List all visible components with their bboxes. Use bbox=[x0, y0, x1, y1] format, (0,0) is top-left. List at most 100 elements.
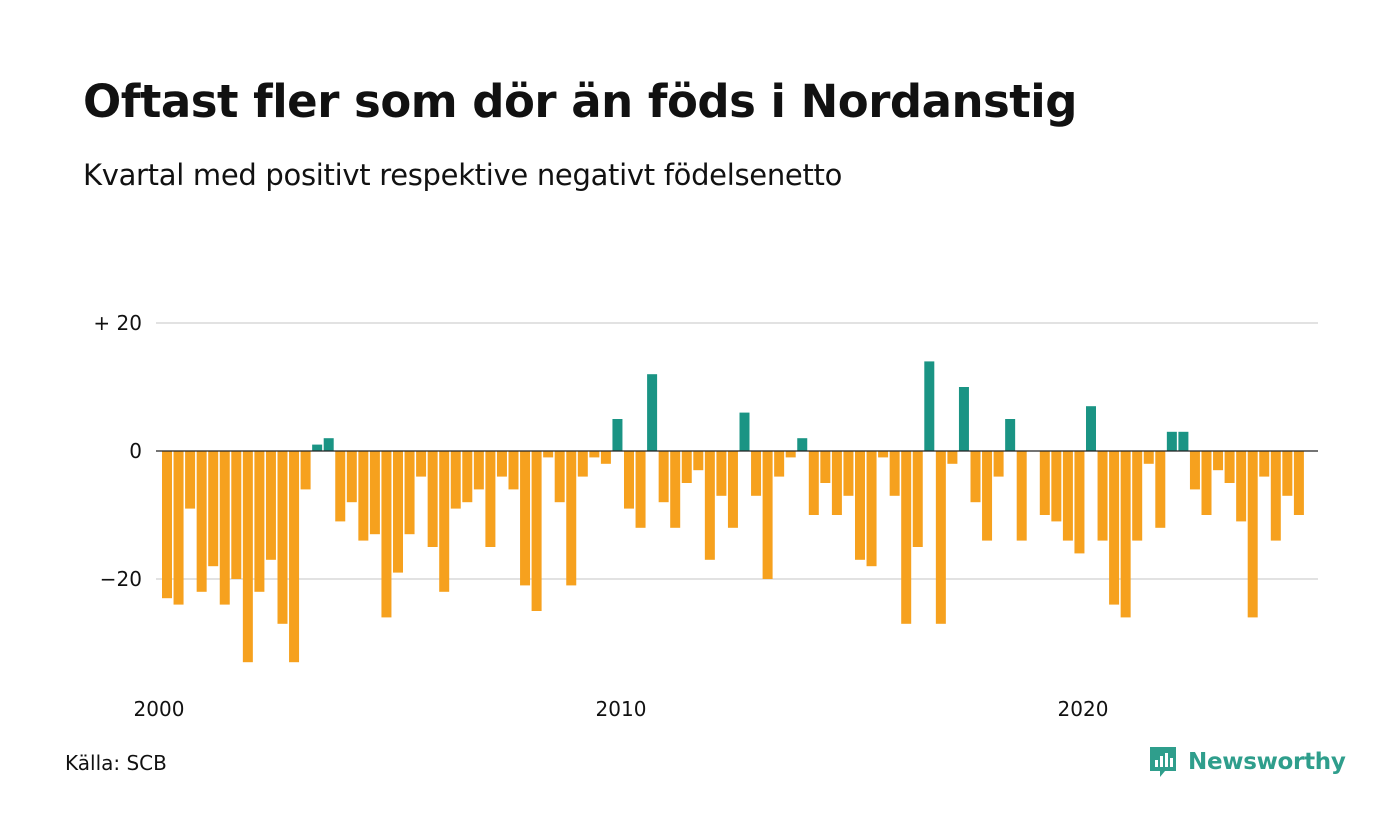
bar bbox=[727, 451, 738, 528]
bar bbox=[1005, 419, 1016, 451]
chart-title: Oftast fler som dör än föds i Nordanstig bbox=[83, 75, 1077, 128]
newsworthy-logo-icon bbox=[1150, 747, 1176, 777]
bar bbox=[751, 451, 762, 496]
bar bbox=[982, 451, 993, 541]
bar bbox=[1201, 451, 1212, 515]
bar bbox=[496, 451, 507, 477]
bar bbox=[1051, 451, 1062, 522]
bar bbox=[600, 451, 611, 464]
bar bbox=[300, 451, 311, 490]
bar bbox=[393, 451, 403, 573]
newsworthy-logo[interactable]: Newsworthy bbox=[1148, 744, 1346, 780]
bar bbox=[774, 451, 785, 477]
bar bbox=[242, 451, 253, 663]
bar bbox=[958, 387, 969, 451]
y-tick-label: 0 bbox=[129, 439, 142, 463]
bar bbox=[866, 451, 877, 567]
bar bbox=[1086, 406, 1096, 451]
bar bbox=[416, 451, 427, 477]
bar bbox=[1247, 451, 1258, 618]
bar bbox=[1109, 451, 1120, 605]
bar bbox=[993, 451, 1004, 477]
bar bbox=[912, 451, 923, 547]
bar bbox=[520, 451, 531, 586]
bar bbox=[1120, 451, 1131, 618]
bar bbox=[935, 451, 946, 624]
bar bbox=[358, 451, 369, 541]
bar bbox=[681, 451, 692, 483]
bar bbox=[369, 451, 380, 535]
x-tick-label: 2010 bbox=[596, 697, 647, 721]
bar bbox=[231, 451, 242, 579]
bar bbox=[335, 451, 346, 522]
bar bbox=[947, 451, 958, 464]
bar bbox=[1143, 451, 1154, 464]
bar bbox=[554, 451, 565, 503]
bar bbox=[647, 374, 658, 451]
bar bbox=[185, 451, 196, 509]
axis-labels: + 20 0 −20 2000 2010 2020 bbox=[93, 311, 1108, 721]
bar bbox=[1178, 431, 1189, 451]
bar bbox=[739, 412, 750, 451]
bar bbox=[219, 451, 230, 605]
bar bbox=[1236, 451, 1247, 522]
bar bbox=[265, 451, 276, 560]
bar bbox=[624, 451, 634, 509]
bar bbox=[762, 451, 773, 579]
bar bbox=[1293, 451, 1304, 515]
bar bbox=[808, 451, 819, 515]
bar bbox=[878, 451, 889, 458]
bar bbox=[693, 451, 704, 471]
bar bbox=[670, 451, 681, 528]
bar bbox=[173, 451, 184, 605]
bar bbox=[1213, 451, 1224, 471]
bar bbox=[901, 451, 912, 624]
y-tick-label: −20 bbox=[100, 567, 142, 591]
bar bbox=[196, 451, 207, 592]
bar bbox=[1062, 451, 1073, 541]
bar bbox=[970, 451, 981, 503]
bar bbox=[289, 451, 300, 663]
bar bbox=[381, 451, 392, 618]
bar bbox=[439, 451, 450, 592]
bar bbox=[704, 451, 715, 560]
bar bbox=[254, 451, 265, 592]
bar bbox=[543, 451, 554, 458]
bar bbox=[1166, 431, 1177, 451]
bar bbox=[612, 419, 623, 451]
x-tick-label: 2000 bbox=[134, 697, 185, 721]
bar bbox=[658, 451, 669, 503]
bar bbox=[346, 451, 357, 503]
bar bbox=[323, 438, 334, 451]
bar bbox=[427, 451, 438, 547]
y-tick-label: + 20 bbox=[93, 311, 142, 335]
bar bbox=[485, 451, 496, 547]
bar bbox=[1282, 451, 1293, 496]
bar bbox=[589, 451, 600, 458]
bar bbox=[1132, 451, 1143, 541]
bar bbox=[1039, 451, 1050, 515]
bar bbox=[1097, 451, 1108, 541]
bar bbox=[1270, 451, 1281, 541]
bar bbox=[635, 451, 646, 528]
bar bbox=[404, 451, 415, 535]
bar bbox=[577, 451, 588, 477]
bar bbox=[831, 451, 842, 515]
bar bbox=[450, 451, 461, 509]
bar bbox=[797, 438, 808, 451]
bar bbox=[716, 451, 727, 496]
bar bbox=[1074, 451, 1085, 554]
bar bbox=[820, 451, 831, 483]
brand-name: Newsworthy bbox=[1188, 749, 1346, 775]
bar bbox=[473, 451, 484, 490]
chart-subtitle: Kvartal med positivt respektive negativt… bbox=[83, 158, 843, 192]
bar bbox=[843, 451, 854, 496]
bar bbox=[208, 451, 219, 567]
bar bbox=[312, 444, 323, 451]
bar bbox=[889, 451, 900, 496]
bars bbox=[162, 361, 1304, 663]
bar bbox=[1259, 451, 1270, 477]
bar bbox=[1189, 451, 1200, 490]
bar bbox=[277, 451, 288, 624]
